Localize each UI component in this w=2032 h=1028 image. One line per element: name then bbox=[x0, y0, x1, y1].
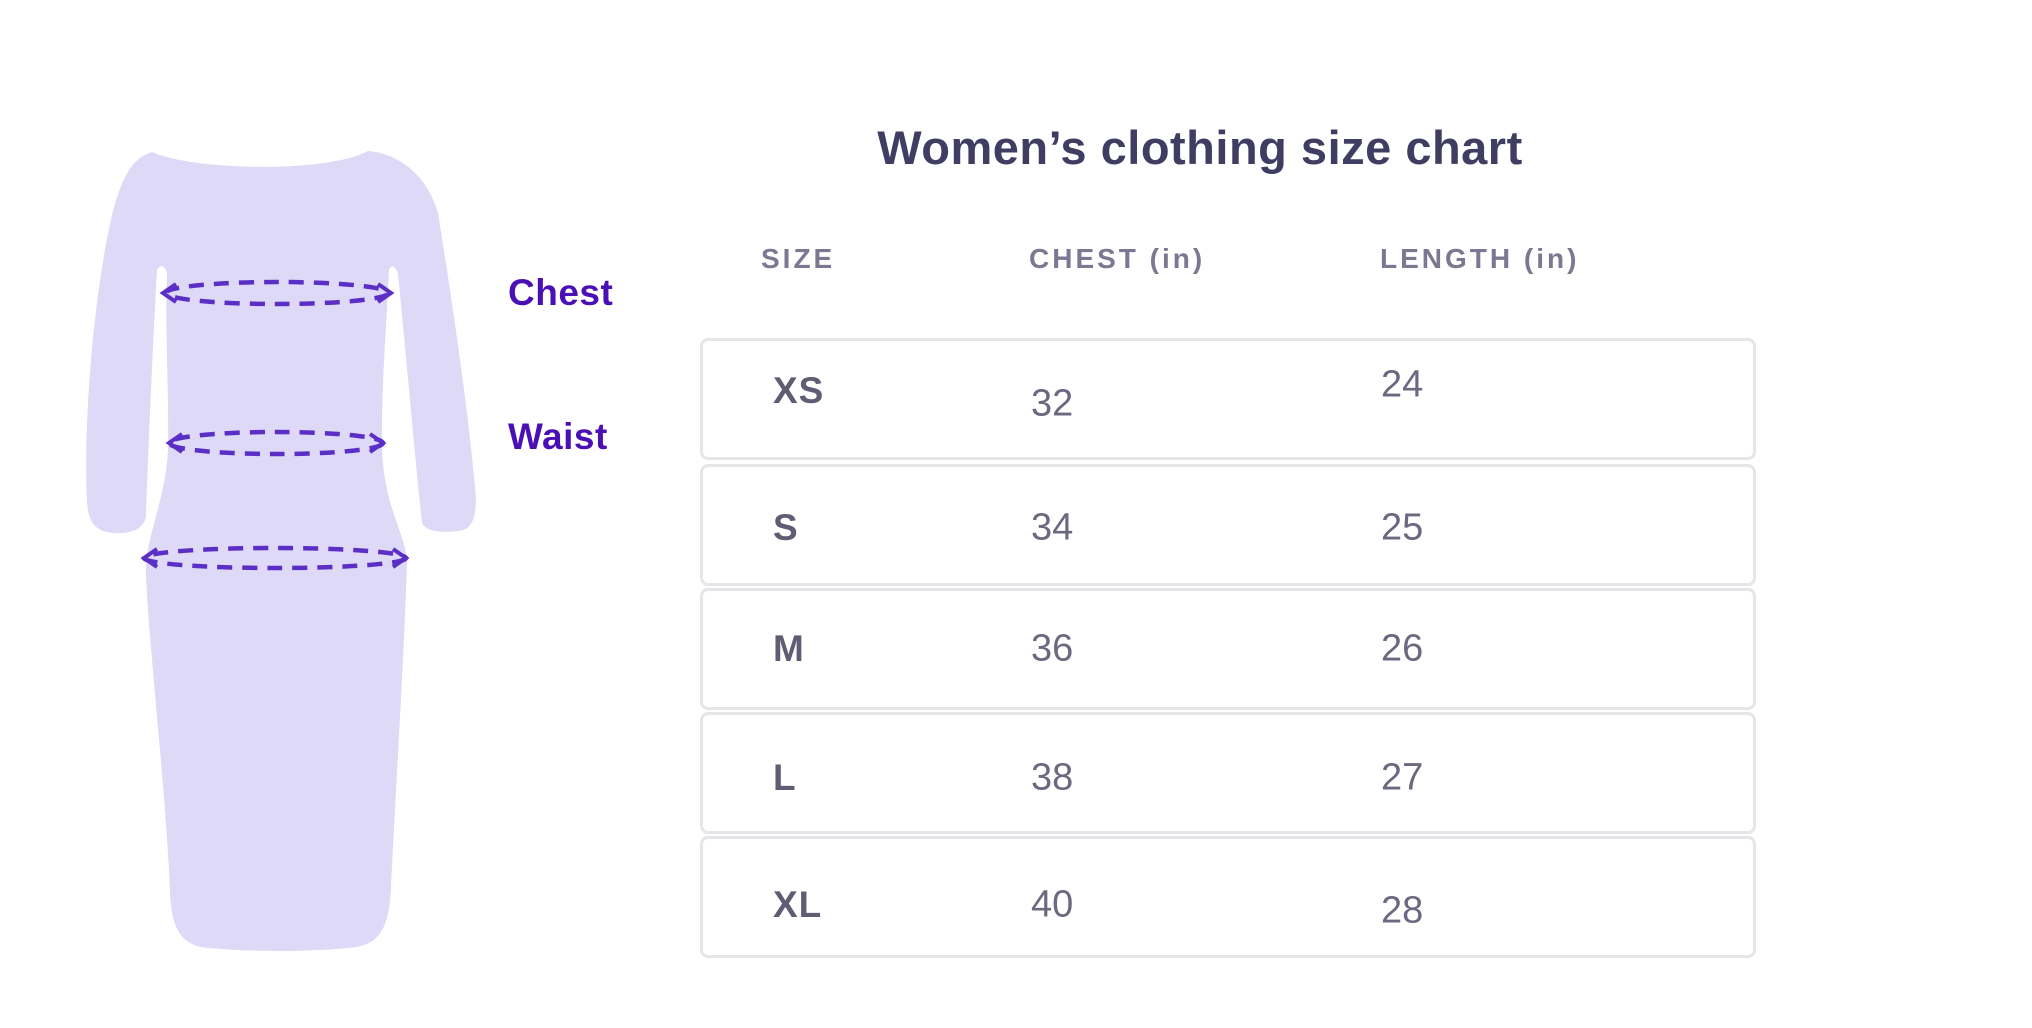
length-cell: 28 bbox=[1381, 889, 1424, 932]
chest-label: Chest bbox=[508, 272, 614, 313]
waist-arrow-right-icon bbox=[368, 432, 387, 454]
table-row: XL 40 28 bbox=[700, 836, 1756, 958]
waist-arrow-left-icon bbox=[165, 432, 184, 454]
size-cell: L bbox=[773, 757, 797, 798]
chest-cell: 32 bbox=[1031, 382, 1074, 425]
page-title: Women’s clothing size chart bbox=[877, 121, 1523, 174]
hip-arrow-right-icon bbox=[391, 547, 410, 569]
size-cell: S bbox=[773, 507, 799, 548]
size-cell: XS bbox=[773, 370, 825, 411]
length-cell: 25 bbox=[1381, 506, 1424, 549]
table-row: L 38 27 bbox=[700, 712, 1756, 834]
chest-cell: 38 bbox=[1031, 756, 1074, 799]
chest-arrow-left-icon bbox=[159, 282, 178, 304]
dress-illustration bbox=[86, 151, 476, 951]
column-header-chest: CHEST (in) bbox=[1029, 243, 1206, 274]
chest-cell: 34 bbox=[1031, 506, 1074, 549]
hip-arrow-left-icon bbox=[140, 547, 159, 569]
chest-arrow-right-icon bbox=[376, 282, 395, 304]
length-cell: 26 bbox=[1381, 627, 1424, 670]
chest-cell: 36 bbox=[1031, 627, 1074, 670]
column-header-length: LENGTH (in) bbox=[1380, 243, 1580, 274]
size-cell: XL bbox=[773, 884, 823, 925]
size-cell: M bbox=[773, 628, 805, 669]
column-header-size: SIZE bbox=[761, 243, 836, 274]
dress-silhouette bbox=[86, 151, 476, 951]
chest-cell: 40 bbox=[1031, 883, 1074, 926]
length-cell: 24 bbox=[1381, 363, 1424, 406]
table-row: XS 32 24 bbox=[700, 338, 1756, 460]
table-row: S 34 25 bbox=[700, 464, 1756, 586]
waist-label: Waist bbox=[508, 416, 608, 457]
length-cell: 27 bbox=[1381, 756, 1424, 799]
measurement-ellipses bbox=[140, 279, 410, 571]
table-row: M 36 26 bbox=[700, 588, 1756, 710]
